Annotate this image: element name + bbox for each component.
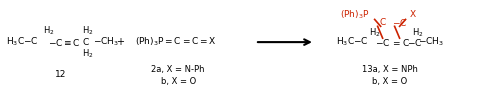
Text: H$_2$: H$_2$ xyxy=(43,24,54,36)
Text: C: C xyxy=(82,38,88,47)
Text: H$_2$: H$_2$ xyxy=(412,27,424,40)
Text: 2a, X = N-Ph: 2a, X = N-Ph xyxy=(152,65,205,74)
Text: 13a, X = NPh: 13a, X = NPh xyxy=(362,65,418,74)
Text: +: + xyxy=(116,37,124,47)
Text: H$_3$C$-$C: H$_3$C$-$C xyxy=(6,36,38,48)
Text: H$_2$: H$_2$ xyxy=(369,27,380,40)
Text: 12: 12 xyxy=(55,70,66,79)
Text: b, X = O: b, X = O xyxy=(160,77,196,86)
Text: $-$CH$_3$: $-$CH$_3$ xyxy=(418,36,444,48)
Text: $-$C: $-$C xyxy=(406,37,422,48)
Text: $-$C$\equiv$C: $-$C$\equiv$C xyxy=(48,37,80,48)
Text: H$_2$: H$_2$ xyxy=(82,24,94,36)
Text: $-$CH$_3$: $-$CH$_3$ xyxy=(94,36,120,48)
Text: $=$C: $=$C xyxy=(390,37,409,48)
Text: b, X = O: b, X = O xyxy=(372,77,407,86)
Text: (Ph)$_3$P$=$C$=$C$=$X: (Ph)$_3$P$=$C$=$C$=$X xyxy=(136,36,217,48)
Text: H$_3$C$-$C: H$_3$C$-$C xyxy=(336,36,368,48)
Text: $-$C: $-$C xyxy=(374,37,390,48)
Text: H$_2$: H$_2$ xyxy=(82,48,94,60)
Text: (Ph)$_3$P: (Ph)$_3$P xyxy=(340,8,370,21)
Text: C: C xyxy=(380,18,386,27)
Text: $-$C: $-$C xyxy=(392,17,407,28)
Text: X: X xyxy=(410,10,416,19)
